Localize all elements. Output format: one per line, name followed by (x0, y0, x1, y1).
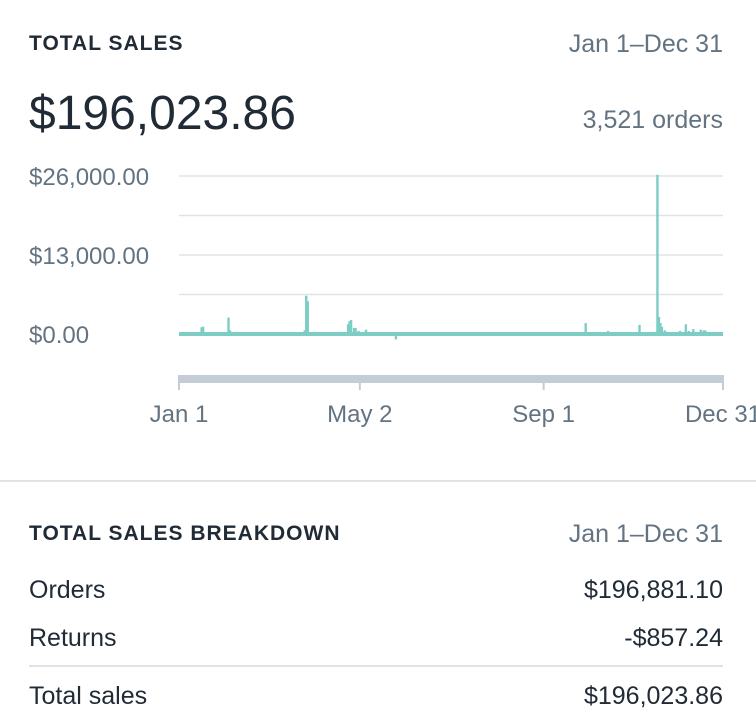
total-sales-label: Total sales (29, 682, 148, 710)
date-range[interactable]: Jan 1–Dec 31 (568, 30, 723, 58)
chart-bar (352, 327, 356, 334)
chart-bar (364, 329, 368, 334)
total-sales-amount: $196,023.86 (29, 87, 296, 140)
returns-label: Returns (29, 624, 117, 652)
x-tick-label: Jan 1 (150, 401, 209, 428)
orders-label: Orders (29, 576, 106, 604)
total-divider (29, 665, 723, 667)
chart-bar (346, 324, 350, 334)
chart-bar (659, 323, 662, 334)
chart-bar (349, 320, 353, 334)
section-divider (0, 480, 756, 482)
chart-bar (305, 295, 308, 334)
chart-bar (657, 316, 661, 334)
chart-bar (699, 329, 702, 334)
orders-value: $196,881.10 (583, 576, 723, 604)
chart-bar (227, 317, 230, 334)
x-tick-label: Dec 31 (685, 401, 756, 428)
sales-chart[interactable]: $26,000.00 $13,000.00 $0.00 Jan 1 May 2 Sep 1… (0, 150, 756, 440)
chart-bar (584, 323, 587, 334)
orders-count: 3,521 orders (582, 106, 723, 134)
chart-bar (354, 327, 357, 334)
chart-bar (394, 334, 398, 340)
total-sales-title: TOTAL SALES (29, 32, 184, 55)
y-tick-label: $0.00 (29, 322, 89, 349)
total-sales-value: $196,023.86 (583, 682, 723, 710)
chart-range-track (179, 375, 723, 383)
chart-bar (306, 301, 309, 334)
returns-value: -$857.24 (624, 624, 723, 652)
chart-bar (201, 326, 205, 334)
breakdown-date-range: Jan 1–Dec 31 (568, 520, 723, 548)
chart-bar (660, 326, 664, 334)
chart-bar (692, 329, 695, 334)
y-tick-label: $13,000.00 (29, 243, 149, 270)
chart-bar (200, 327, 203, 334)
x-tick-label: Sep 1 (512, 401, 575, 428)
chart-baseline (179, 332, 723, 336)
chart-bar (656, 174, 659, 334)
chart-bar (638, 324, 641, 334)
y-tick-label: $26,000.00 (29, 164, 149, 191)
chart-bar (348, 321, 351, 334)
chart-bar (684, 324, 688, 334)
breakdown-title: TOTAL SALES BREAKDOWN (29, 522, 341, 545)
x-tick-label: May 2 (327, 401, 392, 428)
